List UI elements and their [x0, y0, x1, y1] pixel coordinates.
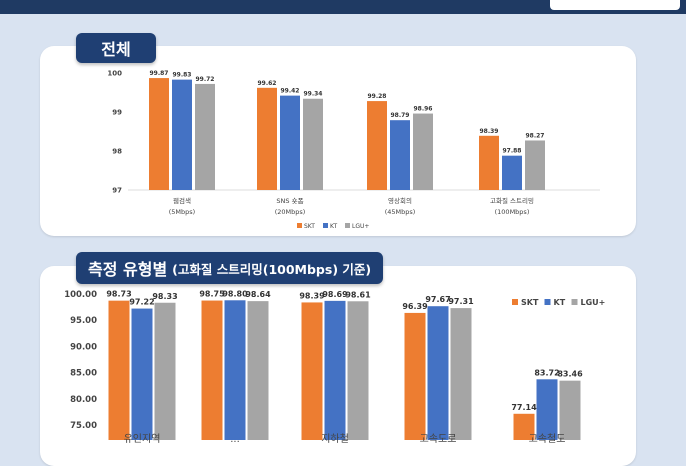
data-label: 96.39 — [402, 302, 428, 311]
bar-skt — [301, 302, 323, 440]
data-label: 98.73 — [106, 290, 131, 299]
data-label: 98.39 — [299, 291, 325, 300]
legend-swatch — [544, 299, 551, 305]
data-label: 98.79 — [391, 112, 410, 119]
bar-skt — [513, 413, 535, 440]
top-banner — [0, 0, 686, 14]
data-label: 97.67 — [425, 295, 450, 304]
data-label: 97.22 — [129, 298, 154, 307]
data-label: 98.39 — [480, 128, 499, 135]
x-tick-label: SNS 숏폼 — [276, 197, 303, 205]
data-label: 99.83 — [173, 72, 192, 79]
data-label: 98.27 — [526, 132, 545, 139]
legend-swatch — [297, 223, 302, 228]
bar-lguplus — [450, 308, 472, 440]
bar-lguplus — [154, 302, 176, 440]
bar-kt — [280, 95, 300, 190]
x-tick-label: 웹검색 — [173, 196, 191, 205]
x-tick-label: 영상회의 — [388, 196, 412, 205]
bar-kt — [536, 379, 558, 440]
legend-swatch — [571, 299, 578, 305]
bar-lguplus — [347, 301, 369, 440]
y-tick-label: 99 — [112, 109, 122, 117]
data-label: 99.34 — [304, 91, 323, 98]
bar-skt — [108, 300, 130, 440]
bar-skt — [201, 300, 223, 440]
data-label: 99.42 — [281, 88, 300, 95]
bar-lguplus — [195, 83, 215, 190]
logo-area — [550, 0, 680, 10]
bar-kt — [172, 79, 192, 190]
bar-lguplus — [303, 98, 323, 190]
legend-label: LGU+ — [352, 223, 369, 230]
data-label: 97.88 — [503, 148, 522, 155]
overall-title-text: 전체 — [101, 40, 131, 59]
bar-lguplus — [413, 113, 433, 190]
bar-kt — [390, 120, 410, 190]
data-label: 99.28 — [368, 93, 387, 100]
data-label: 98.96 — [414, 106, 433, 113]
data-label: 99.87 — [150, 70, 169, 77]
bar-skt — [404, 312, 426, 440]
legend-label: LGU+ — [581, 298, 606, 307]
x-tick-label: 고속도로 — [420, 433, 457, 445]
y-tick-label: 100.00 — [64, 290, 97, 300]
x-tick-label: 고화질 스트리밍 — [490, 196, 534, 205]
x-tick-label: 유인지역 — [124, 433, 161, 445]
x-tick-sublabel: (100Mbps) — [495, 208, 530, 216]
y-tick-label: 75.00 — [70, 421, 97, 431]
by-type-title-main: 측정 유형별 — [88, 260, 168, 279]
data-label: 98.33 — [152, 292, 177, 301]
data-label: 98.80 — [222, 289, 248, 298]
y-tick-label: 97 — [112, 187, 122, 195]
by-type-title-sub: (고화질 스트리밍(100Mbps) 기준) — [172, 261, 372, 277]
legend-swatch — [323, 223, 328, 228]
data-label: 98.69 — [322, 290, 348, 299]
bar-lguplus — [559, 380, 581, 440]
data-label: 99.62 — [258, 80, 277, 87]
y-tick-label: 100 — [107, 70, 122, 78]
bar-kt — [324, 300, 346, 440]
data-label: 83.46 — [557, 370, 583, 379]
bar-skt — [149, 78, 169, 190]
bar-kt — [427, 306, 449, 440]
x-tick-sublabel: (20Mbps) — [275, 208, 306, 216]
x-tick-sublabel: (45Mbps) — [385, 208, 416, 216]
y-tick-label: 95.00 — [70, 316, 97, 326]
legend-label: SKT — [521, 298, 539, 307]
data-label: 98.75 — [199, 290, 225, 299]
y-tick-label: 85.00 — [70, 369, 97, 379]
overall-chart: 97 98 99 100 99.87 99.83 99.72 웹검색 (5Mbps) 99.62 9… — [64, 70, 606, 446]
bar-kt — [131, 308, 153, 440]
bar-kt — [502, 155, 522, 190]
x-tick-sublabel: (5Mbps) — [169, 208, 195, 216]
legend-swatch — [512, 299, 518, 305]
y-tick-label: 80.00 — [70, 395, 97, 405]
bar-skt — [367, 101, 387, 190]
data-label: 98.61 — [345, 290, 371, 299]
y-tick-label: 90.00 — [70, 342, 97, 352]
data-label: 99.72 — [196, 76, 215, 83]
legend-label: KT — [330, 223, 337, 230]
data-label: 77.14 — [511, 403, 537, 412]
bar-lguplus — [247, 301, 269, 440]
overall-title: 전체 — [76, 33, 156, 63]
by-type-title: 측정 유형별 (고화질 스트리밍(100Mbps) 기준) — [76, 252, 384, 284]
data-label: 98.64 — [245, 290, 271, 299]
data-label: 97.31 — [448, 297, 474, 306]
x-tick-label: 지하철 — [321, 432, 349, 445]
legend-label: SKT — [304, 223, 315, 230]
bar-skt — [257, 87, 277, 190]
legend-swatch — [345, 223, 350, 228]
bar-lguplus — [525, 140, 545, 190]
y-tick-label: 98 — [112, 148, 122, 156]
bar-skt — [479, 135, 499, 190]
legend-label: KT — [554, 298, 566, 307]
bar-kt — [224, 300, 246, 440]
data-label: 83.72 — [534, 368, 559, 377]
x-tick-label: 고속철도 — [529, 433, 566, 445]
